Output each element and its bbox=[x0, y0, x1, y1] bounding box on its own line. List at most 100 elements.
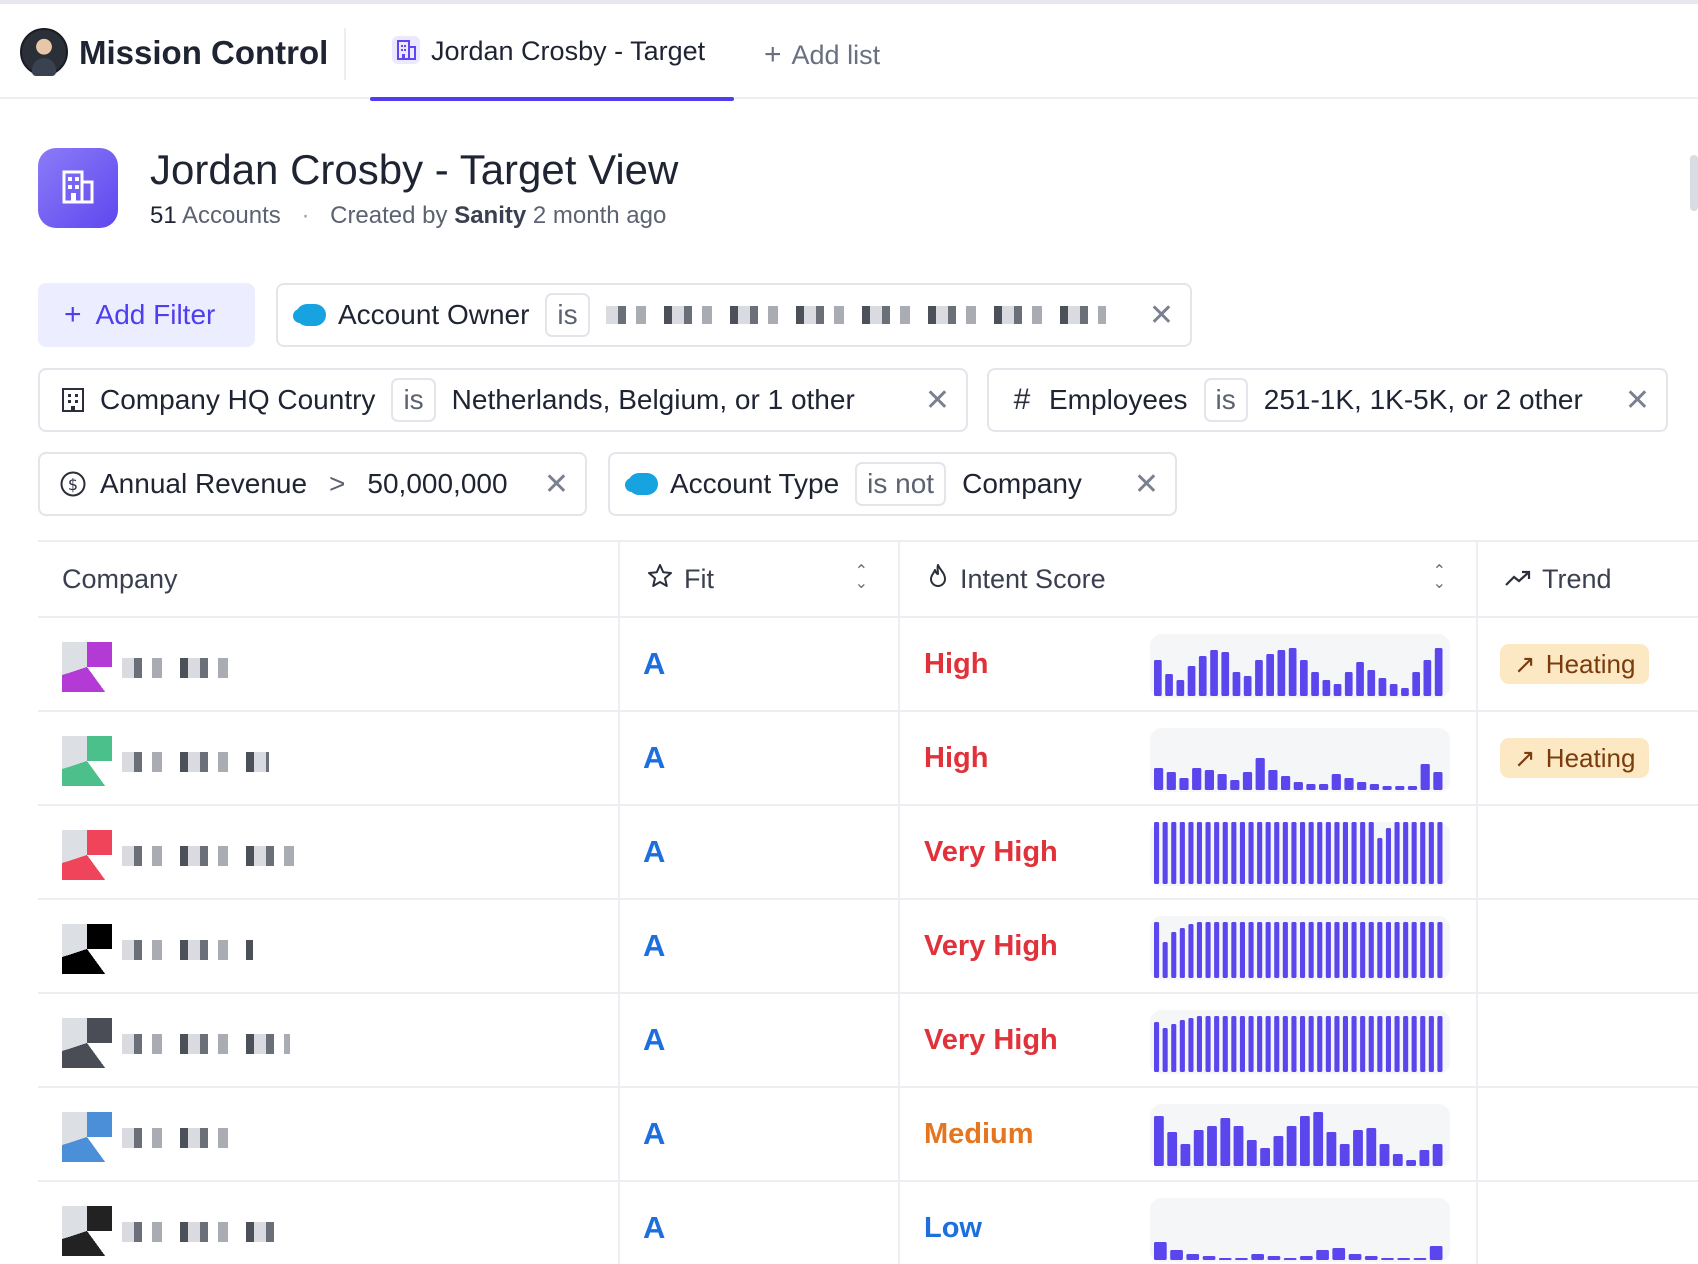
sparkline-bar bbox=[1368, 922, 1374, 978]
filter-field: Company HQ Country bbox=[100, 384, 376, 415]
sparkline-bar bbox=[1317, 822, 1323, 884]
filter-operator[interactable]: is bbox=[545, 293, 590, 337]
sparkline-bar bbox=[1406, 1160, 1416, 1166]
table-row[interactable]: A High ↗ Heating bbox=[38, 712, 1698, 806]
column-header-fit[interactable]: Fit ⌃ ⌄ bbox=[618, 542, 898, 618]
sparkline-bar bbox=[1385, 922, 1391, 978]
sparkline-bar bbox=[1334, 1016, 1340, 1072]
company-name-redacted[interactable] bbox=[122, 752, 269, 772]
sparkline-bar bbox=[1242, 772, 1253, 790]
table-row[interactable]: A Medium bbox=[38, 1088, 1698, 1182]
filter-operator[interactable]: is bbox=[391, 378, 436, 422]
column-divider bbox=[898, 542, 900, 1264]
sparkline-bar bbox=[1260, 1148, 1270, 1166]
filter-chip-account-owner[interactable]: Account Owner is ✕ bbox=[276, 283, 1192, 347]
sparkline-bar bbox=[1233, 1126, 1244, 1166]
sparkline-bar bbox=[1332, 1248, 1346, 1260]
sparkline-bar bbox=[1353, 1130, 1363, 1166]
top-navigation-bar: Mission Control Jordan Crosby - Target +… bbox=[0, 4, 1698, 101]
filter-operator[interactable]: > bbox=[329, 468, 346, 499]
salesforce-icon bbox=[625, 469, 658, 499]
table-row[interactable]: A Very High bbox=[38, 994, 1698, 1088]
sparkline-bar bbox=[1300, 1256, 1313, 1260]
sparkline-bar bbox=[1311, 672, 1319, 696]
company-name-redacted[interactable] bbox=[122, 658, 232, 678]
filter-value-redacted[interactable] bbox=[605, 306, 1106, 324]
sparkline-bar bbox=[1179, 928, 1185, 978]
sparkline-bar bbox=[1394, 822, 1400, 884]
sparkline-bar bbox=[1394, 1016, 1400, 1072]
trend-badge: ↗ Heating bbox=[1500, 738, 1650, 778]
dollar-icon: $ bbox=[58, 469, 88, 499]
sort-chevrons-icon[interactable]: ⌃ ⌄ bbox=[854, 563, 868, 592]
topbar-divider bbox=[344, 28, 346, 80]
sparkline-bar bbox=[1282, 922, 1288, 978]
company-name-redacted[interactable] bbox=[122, 1222, 274, 1242]
filter-value[interactable]: Company bbox=[962, 468, 1082, 499]
sparkline-bar bbox=[1403, 822, 1409, 884]
add-filter-label: Add Filter bbox=[95, 299, 216, 330]
fit-grade: A bbox=[643, 1116, 666, 1151]
sparkline-bar bbox=[1434, 648, 1443, 696]
add-list-button[interactable]: + Add list bbox=[764, 38, 880, 72]
sparkline-bar bbox=[1389, 684, 1398, 696]
filter-value[interactable]: Netherlands, Belgium, or 1 other bbox=[451, 384, 855, 415]
filter-chip-account-type[interactable]: Account Type is not Company ✕ bbox=[608, 452, 1177, 516]
tab-jordan-crosby-target[interactable]: Jordan Crosby - Target bbox=[370, 4, 734, 101]
filter-field: Account Type bbox=[670, 468, 840, 499]
table-row[interactable]: A Low bbox=[38, 1182, 1698, 1264]
filter-operator[interactable]: is bbox=[1203, 378, 1248, 422]
sparkline-bar bbox=[1222, 922, 1228, 978]
sparkline-bar bbox=[1319, 784, 1329, 790]
company-name-redacted[interactable] bbox=[122, 1128, 237, 1148]
add-filter-button[interactable]: + Add Filter bbox=[38, 283, 255, 347]
scrollbar-thumb[interactable] bbox=[1690, 155, 1698, 211]
sparkline-bar bbox=[1204, 770, 1214, 790]
filter-chip-annual-revenue[interactable]: $ Annual Revenue > 50,000,000 ✕ bbox=[38, 452, 587, 516]
company-name-redacted[interactable] bbox=[122, 846, 306, 866]
intent-score-label: Very High bbox=[924, 1024, 1058, 1056]
sparkline-bar bbox=[1428, 922, 1434, 978]
sparkline-bar bbox=[1268, 770, 1278, 790]
table-row[interactable]: A Very High bbox=[38, 806, 1698, 900]
filter-field: Annual Revenue bbox=[100, 468, 308, 499]
filter-value[interactable]: 50,000,000 bbox=[367, 468, 508, 499]
filter-value[interactable]: 251-1K, 1K-5K, or 2 other bbox=[1263, 384, 1583, 415]
remove-filter-close-icon[interactable]: ✕ bbox=[924, 383, 950, 417]
sparkline-bar bbox=[1239, 1016, 1245, 1072]
sparkline-bar bbox=[1235, 1258, 1248, 1260]
sort-chevrons-icon[interactable]: ⌃ ⌄ bbox=[1432, 563, 1446, 592]
sparkline-bar bbox=[1432, 1144, 1443, 1166]
company-logo bbox=[62, 830, 112, 880]
remove-filter-close-icon[interactable]: ✕ bbox=[543, 467, 569, 501]
table-row[interactable]: A Very High bbox=[38, 900, 1698, 994]
sparkline-bar bbox=[1316, 1250, 1329, 1260]
table-row[interactable]: A High ↗ Heating bbox=[38, 618, 1698, 712]
column-header-intent-score[interactable]: Intent Score ⌃ ⌄ bbox=[898, 542, 1476, 618]
sparkline-bar bbox=[1300, 822, 1306, 884]
filter-field: Employees bbox=[1049, 384, 1188, 415]
filter-chip-employees[interactable]: # Employees is 251-1K, 1K-5K, or 2 other… bbox=[987, 368, 1668, 432]
remove-filter-close-icon[interactable]: ✕ bbox=[1133, 467, 1159, 501]
user-avatar[interactable] bbox=[20, 28, 68, 76]
sparkline-bar bbox=[1171, 1024, 1177, 1072]
top-border bbox=[0, 0, 1698, 4]
company-name-redacted[interactable] bbox=[122, 1034, 290, 1054]
sparkline-bar bbox=[1351, 1016, 1357, 1072]
column-header-trend[interactable]: Trend bbox=[1476, 542, 1698, 618]
sparkline-bar bbox=[1179, 822, 1185, 884]
sparkline-bar bbox=[1230, 780, 1240, 790]
remove-filter-close-icon[interactable]: ✕ bbox=[1624, 383, 1650, 417]
sparkline-bar bbox=[1210, 650, 1218, 696]
sparkline-bar bbox=[1192, 768, 1202, 790]
column-header-company[interactable]: Company bbox=[38, 542, 618, 618]
remove-filter-close-icon[interactable]: ✕ bbox=[1148, 298, 1174, 332]
plus-icon: + bbox=[64, 298, 82, 331]
salesforce-icon bbox=[293, 300, 326, 330]
company-name-redacted[interactable] bbox=[122, 940, 253, 960]
filter-operator[interactable]: is not bbox=[855, 462, 947, 506]
list-meta: 51 Accounts · Created by Sanity 2 month … bbox=[150, 202, 666, 230]
filter-chip-company-hq-country[interactable]: Company HQ Country is Netherlands, Belgi… bbox=[38, 368, 968, 432]
sparkline-bar bbox=[1196, 1016, 1202, 1072]
sparkline-bar bbox=[1257, 1016, 1263, 1072]
